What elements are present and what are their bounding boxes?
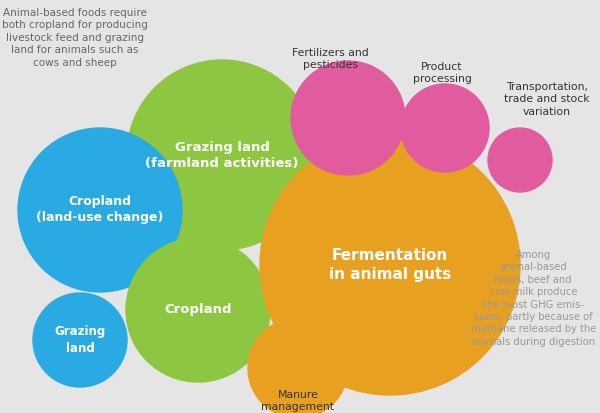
- Text: Grazing land
(farmland activities): Grazing land (farmland activities): [145, 140, 299, 169]
- Circle shape: [127, 60, 317, 250]
- Circle shape: [488, 128, 552, 192]
- Circle shape: [126, 238, 270, 382]
- Circle shape: [260, 135, 520, 395]
- Circle shape: [18, 128, 182, 292]
- Circle shape: [33, 293, 127, 387]
- Circle shape: [248, 318, 348, 413]
- Text: Transportation,
trade and stock
variation: Transportation, trade and stock variatio…: [504, 82, 590, 117]
- Text: Product
processing: Product processing: [413, 62, 472, 84]
- Text: Fertilizers and
pesticides: Fertilizers and pesticides: [292, 48, 368, 70]
- Text: Animal-based foods require
both cropland for producing
livestock feed and grazin: Animal-based foods require both cropland…: [2, 8, 148, 68]
- Text: Cropland: Cropland: [164, 304, 232, 316]
- Circle shape: [401, 84, 489, 172]
- Text: Manure
management: Manure management: [262, 390, 335, 413]
- Text: Cropland
(land-use change): Cropland (land-use change): [37, 195, 164, 225]
- Text: Fermentation
in animal guts: Fermentation in animal guts: [329, 248, 451, 282]
- Circle shape: [291, 61, 405, 175]
- Text: Grazing
land: Grazing land: [55, 325, 106, 354]
- Text: Among
animal-based
foods, beef and
cow milk produce
the most GHG emis-
sions, pa: Among animal-based foods, beef and cow m…: [470, 250, 596, 347]
